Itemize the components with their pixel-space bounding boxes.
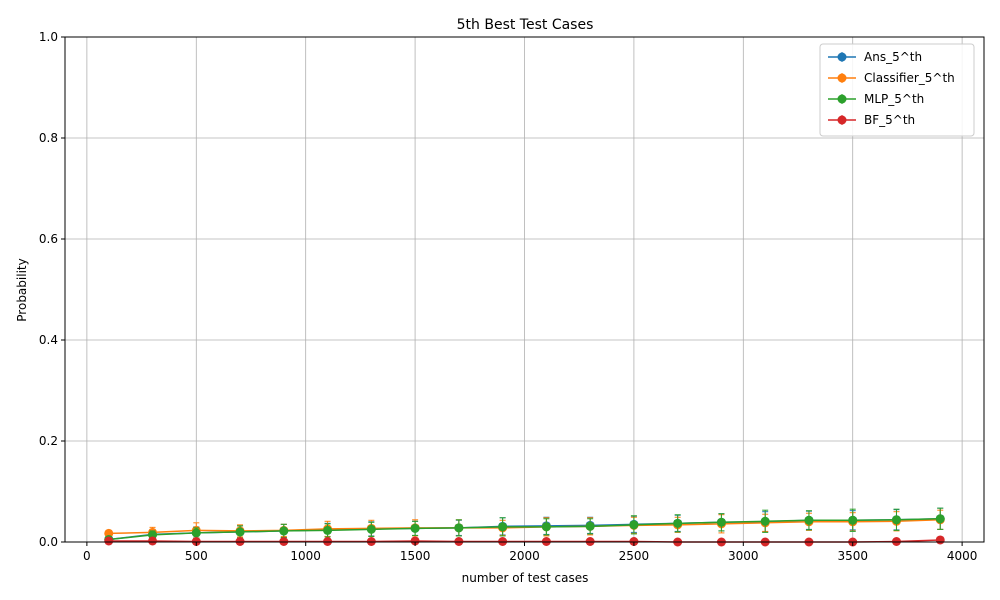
y-tick-label: 0.6 xyxy=(39,232,58,246)
x-tick-label: 1000 xyxy=(290,549,321,563)
y-tick-label: 0.0 xyxy=(39,535,58,549)
y-tick-label: 0.8 xyxy=(39,131,58,145)
x-tick-label: 2000 xyxy=(509,549,540,563)
data-point xyxy=(498,522,508,532)
legend-marker xyxy=(837,52,847,62)
data-point xyxy=(891,536,901,546)
legend-label: MLP_5^th xyxy=(864,92,924,106)
data-point xyxy=(235,536,245,546)
x-tick-label: 2500 xyxy=(619,549,650,563)
data-point xyxy=(804,515,814,525)
data-point xyxy=(454,536,464,546)
data-point xyxy=(716,517,726,527)
x-tick-label: 0 xyxy=(83,549,91,563)
data-point xyxy=(279,536,289,546)
data-point xyxy=(410,536,420,546)
data-point xyxy=(498,536,508,546)
data-point xyxy=(585,536,595,546)
data-point xyxy=(323,536,333,546)
data-point xyxy=(585,521,595,531)
data-point xyxy=(104,536,114,546)
data-point xyxy=(541,536,551,546)
data-point xyxy=(935,535,945,545)
data-point xyxy=(235,527,245,537)
legend-label: Ans_5^th xyxy=(864,50,922,64)
y-axis-label: Probability xyxy=(15,258,29,321)
data-point xyxy=(760,516,770,526)
data-point xyxy=(629,520,639,530)
data-point xyxy=(366,536,376,546)
y-tick-label: 0.2 xyxy=(39,434,58,448)
series-line xyxy=(108,518,941,541)
data-point xyxy=(629,536,639,546)
x-tick-label: 1500 xyxy=(400,549,431,563)
data-point xyxy=(673,518,683,528)
data-point xyxy=(848,515,858,525)
axis-ticks: 0 500 1000 1500 2000 2500 3000 3500 4000 0.0 0.2 0.… xyxy=(39,30,977,563)
x-tick-label: 3000 xyxy=(728,549,759,563)
data-point xyxy=(891,515,901,525)
data-point xyxy=(279,526,289,536)
data-point xyxy=(454,523,464,533)
data-point xyxy=(148,536,158,546)
legend-label: Classifier_5^th xyxy=(864,71,955,85)
legend-marker xyxy=(837,94,847,104)
legend-marker xyxy=(837,115,847,125)
data-point xyxy=(323,525,333,535)
data-point xyxy=(191,536,201,546)
legend-label: BF_5^th xyxy=(864,113,915,127)
series-layer xyxy=(104,507,945,547)
data-point xyxy=(410,523,420,533)
data-point xyxy=(541,522,551,532)
x-tick-label: 3500 xyxy=(837,549,868,563)
y-tick-label: 1.0 xyxy=(39,30,58,44)
legend-marker xyxy=(837,73,847,83)
data-point xyxy=(935,514,945,524)
x-tick-label: 500 xyxy=(185,549,208,563)
y-tick-label: 0.4 xyxy=(39,333,58,347)
data-point xyxy=(191,528,201,538)
x-tick-label: 4000 xyxy=(947,549,978,563)
x-axis-label: number of test cases xyxy=(462,571,589,585)
legend: Ans_5^th Classifier_5^th MLP_5^th BF_5^th xyxy=(819,43,975,137)
legend-box xyxy=(819,43,975,137)
data-point xyxy=(366,524,376,534)
chart-title: 5th Best Test Cases xyxy=(457,17,594,33)
